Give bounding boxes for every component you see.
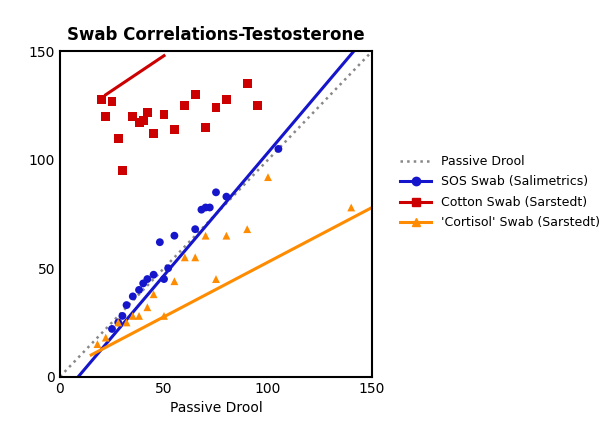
Point [149, 291, 158, 297]
Legend: Passive Drool, SOS Swab (Salimetrics), Cotton Swab (Sarstedt), 'Cortisol' Swab (: Passive Drool, SOS Swab (Salimetrics), C… [394, 149, 600, 236]
Point [170, 232, 179, 239]
Point [211, 104, 221, 111]
Point [190, 254, 200, 261]
Title: Swab Correlations-Testosterone: Swab Correlations-Testosterone [67, 26, 365, 44]
Point [134, 312, 144, 319]
Point [149, 271, 158, 278]
Point [211, 189, 221, 196]
Point [159, 312, 169, 319]
Point [263, 174, 273, 181]
Point [143, 276, 152, 282]
Point [159, 276, 169, 282]
Point [118, 312, 127, 319]
Point [97, 95, 106, 102]
Point [159, 111, 169, 118]
Point [180, 254, 190, 261]
Point [139, 117, 148, 124]
Point [221, 193, 231, 200]
Point [107, 326, 117, 333]
Point [143, 304, 152, 311]
Point [221, 95, 231, 102]
X-axis label: Passive Drool: Passive Drool [170, 401, 262, 415]
Point [101, 334, 110, 341]
Point [113, 319, 123, 326]
Point [113, 135, 123, 142]
Point [113, 319, 123, 326]
Point [155, 239, 164, 246]
Point [201, 204, 211, 211]
Point [190, 91, 200, 98]
Point [92, 341, 102, 348]
Point [346, 204, 356, 211]
Point [143, 109, 152, 116]
Point [118, 167, 127, 174]
Point [253, 102, 262, 109]
Point [101, 113, 110, 120]
Point [274, 146, 283, 152]
Point [107, 98, 117, 105]
Point [180, 102, 190, 109]
Point [201, 232, 211, 239]
Point [122, 319, 131, 326]
Point [128, 293, 137, 300]
Point [201, 124, 211, 131]
Point [197, 206, 206, 213]
Point [190, 226, 200, 232]
Point [211, 276, 221, 282]
Point [242, 80, 252, 87]
Point [170, 126, 179, 133]
Point [128, 312, 137, 319]
Point [122, 302, 131, 309]
Point [242, 226, 252, 232]
Point [205, 204, 215, 211]
Point [134, 286, 144, 293]
Point [139, 280, 148, 287]
Point [128, 113, 137, 120]
Point [221, 232, 231, 239]
Point [163, 265, 173, 272]
Point [134, 119, 144, 126]
Point [149, 131, 158, 137]
Point [170, 278, 179, 285]
